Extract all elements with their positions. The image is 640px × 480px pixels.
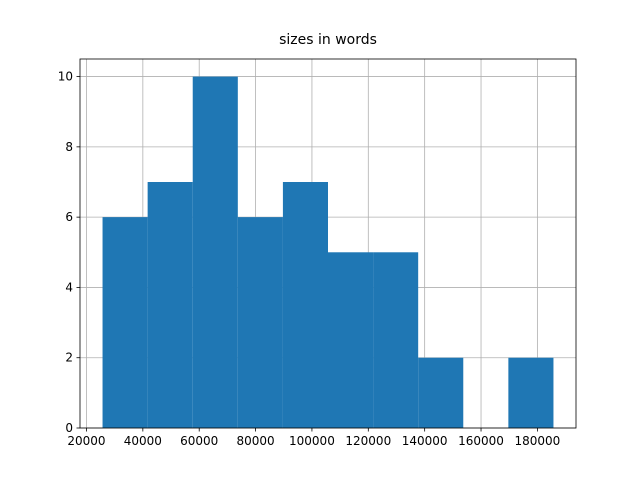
bar [328, 252, 374, 428]
ticks: 0 2 4 6 8 10 20000 40000 60000 80000 100000 120000 1… [58, 70, 561, 448]
y-tick-label: 4 [65, 280, 73, 294]
bar [282, 182, 328, 428]
y-tick-label: 8 [65, 140, 73, 154]
bar [102, 217, 148, 428]
y-tick-label: 10 [58, 70, 73, 84]
x-tick-label: 40000 [124, 434, 162, 448]
x-tick-label: 140000 [402, 434, 448, 448]
bars [102, 76, 554, 429]
x-tick-label: 160000 [458, 434, 504, 448]
bar [373, 252, 419, 428]
x-tick-label: 60000 [180, 434, 218, 448]
bar [508, 357, 554, 428]
x-tick-label: 100000 [289, 434, 335, 448]
bar [147, 182, 193, 428]
bar [192, 76, 238, 429]
x-tick-label: 80000 [236, 434, 274, 448]
y-tick-label: 6 [65, 210, 73, 224]
bar [418, 357, 464, 428]
y-tick-label: 0 [65, 421, 73, 435]
x-tick-label: 20000 [67, 434, 105, 448]
chart-title: sizes in words [279, 32, 377, 48]
x-tick-label: 120000 [345, 434, 391, 448]
y-tick-label: 2 [65, 351, 73, 365]
bar [237, 217, 283, 428]
x-tick-label: 180000 [514, 434, 560, 448]
axes-frame [79, 58, 577, 429]
